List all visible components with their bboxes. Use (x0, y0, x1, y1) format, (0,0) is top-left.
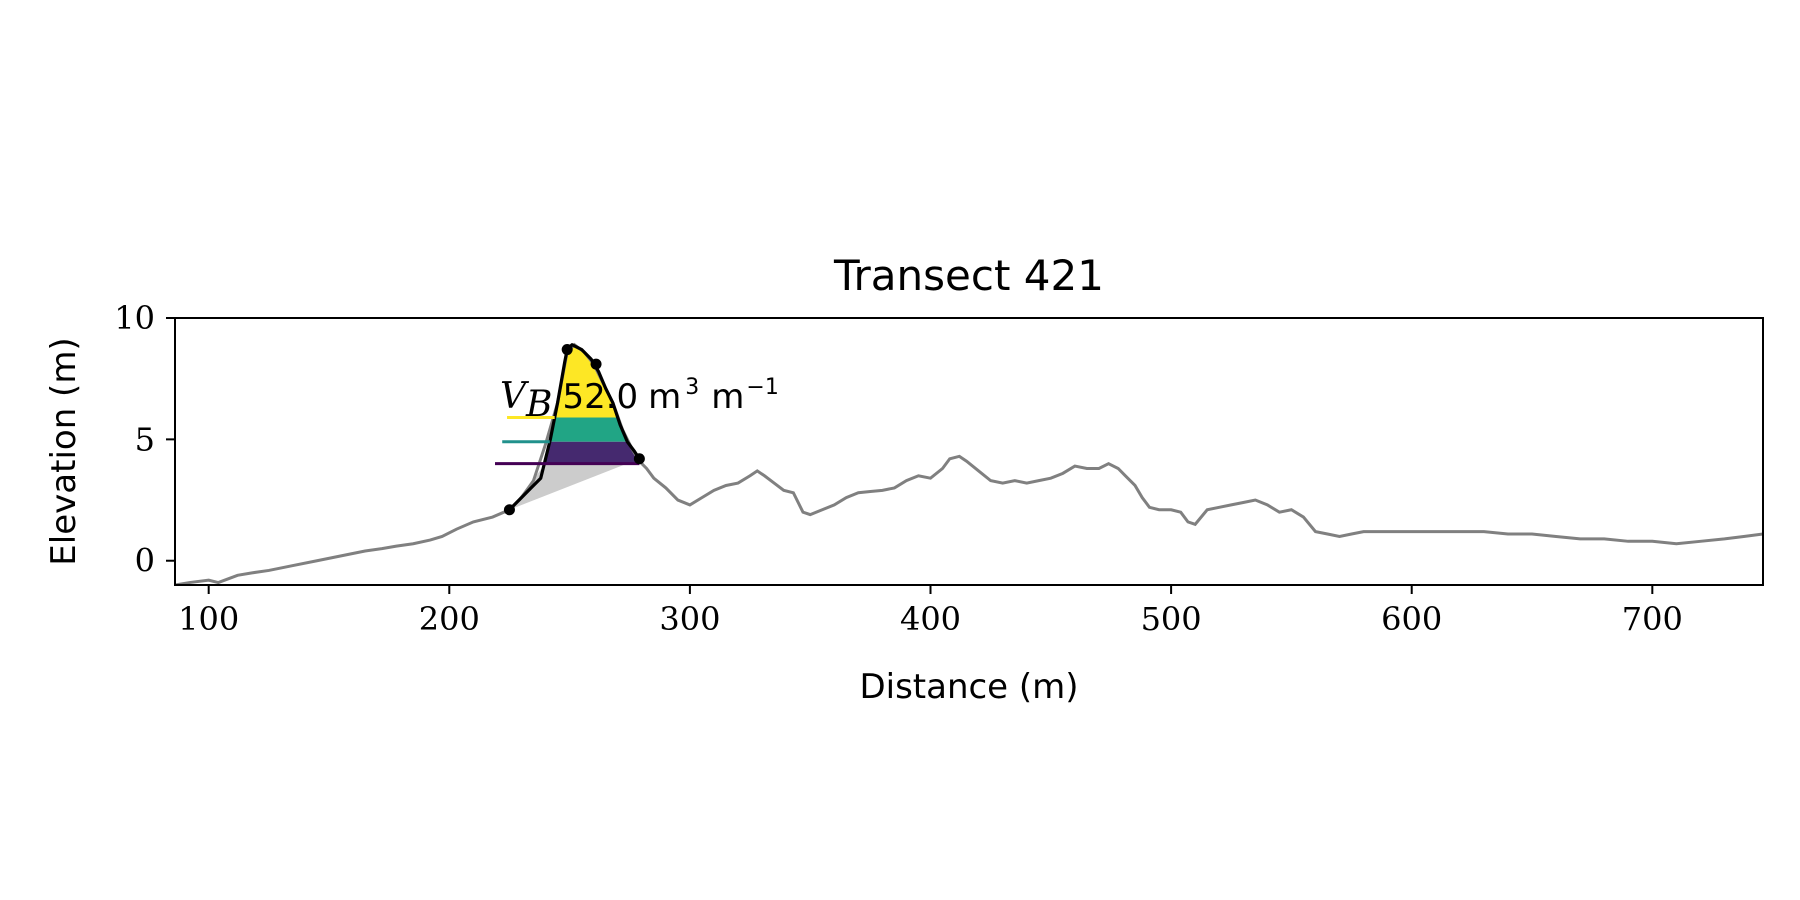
profile-point-1 (503, 504, 515, 516)
x-tick-label: 400 (900, 600, 961, 638)
base-wedge (509, 458, 640, 510)
axes-layer: 100 200 300 400 500 600 700 0 5 10 (114, 299, 1764, 638)
volume-bands-layer (544, 344, 640, 464)
x-tick-label: 100 (178, 600, 239, 638)
annotation-subscript: B (525, 384, 552, 425)
x-tick-label: 700 (1622, 600, 1683, 638)
volume-annotation: VB 52.0 m 3 m−1 (500, 375, 779, 425)
profile-line (175, 342, 1763, 585)
annotation-unit-exponent: 3 (685, 375, 699, 400)
x-tick-label: 300 (659, 600, 720, 638)
profile-layer (175, 342, 1763, 585)
x-tick-label: 600 (1381, 600, 1442, 638)
y-tick-label: 5 (135, 420, 155, 458)
y-tick-label: 0 (135, 542, 155, 580)
volume-band-1 (554, 344, 618, 418)
chart-title: Transect 421 (833, 251, 1104, 300)
base-wedge-layer (509, 458, 640, 510)
dune-outline-layer (508, 343, 641, 511)
y-tick-label: 10 (114, 299, 155, 337)
x-axis-title: Distance (m) (859, 667, 1078, 707)
x-tick-label: 200 (419, 600, 480, 638)
points-layer (503, 344, 645, 516)
plot-frame (174, 317, 1764, 586)
profile-point-4 (633, 453, 645, 465)
annotation-value: 52.0 (562, 377, 638, 417)
y-axis-title: Elevation (m) (44, 337, 84, 565)
dune-outline (508, 343, 641, 511)
profile-point-3 (590, 358, 602, 370)
x-tick-label: 500 (1141, 600, 1202, 638)
volume-band-3 (544, 441, 640, 464)
band-lines-layer (495, 416, 640, 466)
annotation-per: m (711, 377, 744, 417)
volume-band-2 (549, 417, 628, 442)
annotation-per-exponent: −1 (746, 375, 778, 400)
annotation-symbol: V (500, 376, 530, 417)
annotation-unit: m (648, 377, 681, 417)
profile-point-2 (561, 344, 573, 356)
